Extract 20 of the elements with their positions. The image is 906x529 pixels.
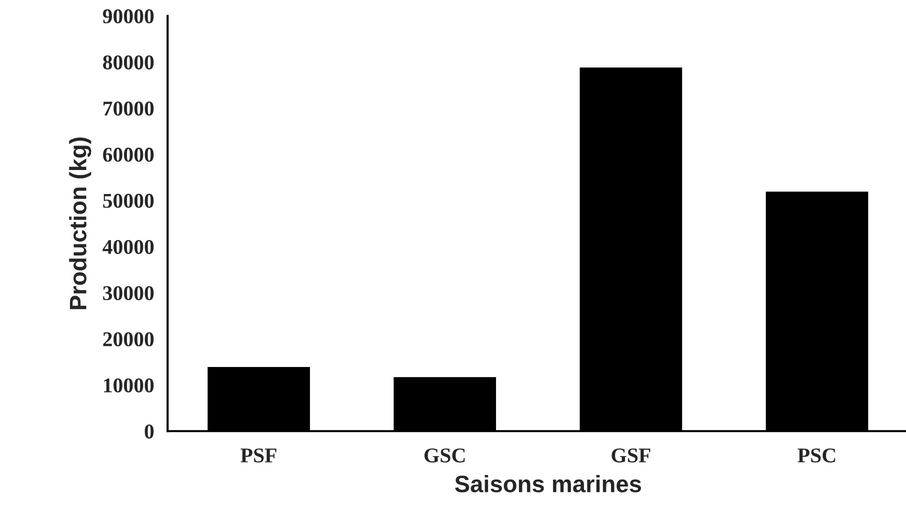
- y-tick-label: 10000: [104, 378, 154, 392]
- y-tick-label: 40000: [102, 240, 154, 254]
- x-tick-label: GSF: [612, 448, 650, 462]
- y-tick-label: 70000: [104, 102, 154, 116]
- x-tick-label: PSF: [240, 448, 276, 462]
- y-tick-label: 0: [144, 424, 154, 439]
- bar: [766, 192, 868, 432]
- y-tick-label: 20000: [103, 332, 154, 346]
- y-tick-label: 60000: [103, 148, 154, 162]
- y-tick-label: 30000: [103, 286, 154, 300]
- x-axis-title: Saisons marines: [454, 475, 641, 492]
- y-tick-label: 80000: [103, 55, 154, 70]
- bar: [394, 377, 496, 432]
- y-tick-label: 90000: [102, 9, 154, 24]
- y-tick-label: 50000: [103, 194, 154, 208]
- x-tick-label: GSC: [424, 448, 465, 462]
- x-tick-label: PSC: [798, 448, 836, 462]
- bar: [208, 367, 310, 432]
- y-axis-title: Production (kg): [69, 137, 92, 310]
- bar: [580, 68, 682, 432]
